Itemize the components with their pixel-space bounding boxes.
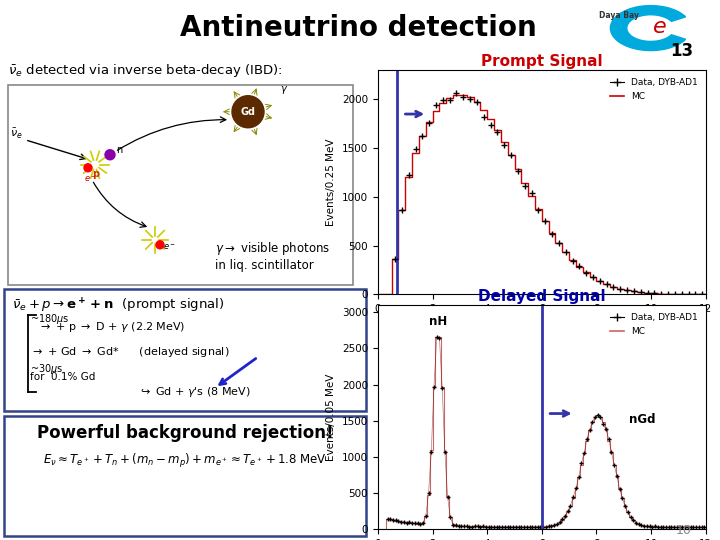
Text: Powerful background rejection!: Powerful background rejection! xyxy=(37,424,333,442)
Text: $\rightarrow$ + p $\rightarrow$ D + $\gamma$ (2.2 MeV): $\rightarrow$ + p $\rightarrow$ D + $\ga… xyxy=(38,320,185,334)
Text: $\bar{\nu}_e$: $\bar{\nu}_e$ xyxy=(10,126,23,140)
Text: Antineutrino detection: Antineutrino detection xyxy=(180,15,536,42)
Circle shape xyxy=(232,96,264,128)
Wedge shape xyxy=(611,5,685,51)
Text: $\hookrightarrow$ Gd + $\gamma$'s (8 MeV): $\hookrightarrow$ Gd + $\gamma$'s (8 MeV… xyxy=(138,385,251,399)
Text: 10: 10 xyxy=(675,524,691,537)
Text: nH: nH xyxy=(429,315,447,328)
Title: Prompt Signal: Prompt Signal xyxy=(481,54,603,69)
Text: $e^-$: $e^-$ xyxy=(163,242,176,252)
Text: nGd: nGd xyxy=(629,413,656,426)
Text: $\gamma$: $\gamma$ xyxy=(280,84,288,96)
Circle shape xyxy=(84,164,92,172)
Text: $\bar{\nu}_e + p \rightarrow \mathbf{e^+ + n}$  (prompt signal): $\bar{\nu}_e + p \rightarrow \mathbf{e^+… xyxy=(12,297,225,315)
Text: $\rightarrow$ + Gd $\rightarrow$ Gd*      (delayed signal): $\rightarrow$ + Gd $\rightarrow$ Gd* (de… xyxy=(30,345,230,359)
Text: $e$: $e$ xyxy=(652,17,667,37)
Text: n: n xyxy=(116,145,122,155)
Title: Delayed Signal: Delayed Signal xyxy=(478,289,606,304)
Circle shape xyxy=(156,241,164,249)
Text: $E_\nu \approx T_{e^+} + T_n + (m_n - m_p) + m_{e^+} \approx T_{e^+} + 1.8$ MeV: $E_\nu \approx T_{e^+} + T_n + (m_n - m_… xyxy=(43,452,327,470)
Text: ~180$\mu$s: ~180$\mu$s xyxy=(30,312,70,326)
Y-axis label: Events/0.25 MeV: Events/0.25 MeV xyxy=(326,138,336,226)
Circle shape xyxy=(105,150,115,160)
X-axis label: Prompt energy (MeV): Prompt energy (MeV) xyxy=(482,320,601,329)
Text: 13: 13 xyxy=(670,42,694,59)
Text: ~30$\mu$s: ~30$\mu$s xyxy=(30,362,63,376)
Text: Daya Bay: Daya Bay xyxy=(599,11,639,20)
Text: $e^-$: $e^-$ xyxy=(84,174,97,184)
Text: Gd: Gd xyxy=(240,107,256,117)
Bar xyxy=(8,85,353,285)
Text: for  0.1% Gd: for 0.1% Gd xyxy=(30,372,95,382)
Text: $\gamma \rightarrow$ visible photons
in liq. scintillator: $\gamma \rightarrow$ visible photons in … xyxy=(215,240,330,272)
Text: p: p xyxy=(92,169,99,179)
FancyBboxPatch shape xyxy=(4,289,366,411)
Y-axis label: Events/0.05 MeV: Events/0.05 MeV xyxy=(326,374,336,461)
Legend: Data, DYB-AD1, MC: Data, DYB-AD1, MC xyxy=(606,309,701,339)
FancyBboxPatch shape xyxy=(4,416,366,536)
Text: $\bar{\nu}_e$ detected via inverse beta-decay (IBD):: $\bar{\nu}_e$ detected via inverse beta-… xyxy=(8,62,283,79)
Legend: Data, DYB-AD1, MC: Data, DYB-AD1, MC xyxy=(606,75,701,104)
